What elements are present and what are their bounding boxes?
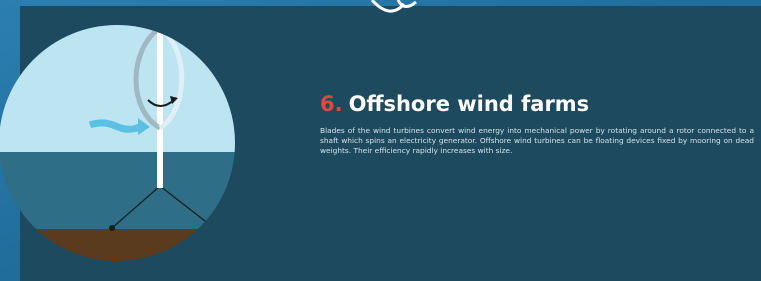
page: 6.Offshore wind farms Blades of the wind…: [0, 0, 761, 281]
shaft: [157, 20, 163, 188]
heading: 6.Offshore wind farms: [320, 92, 589, 116]
heading-title: Offshore wind farms: [349, 92, 590, 116]
heading-number: 6.: [320, 92, 343, 116]
body-text: Blades of the wind turbines convert wind…: [320, 126, 754, 156]
anchor: [109, 225, 115, 231]
